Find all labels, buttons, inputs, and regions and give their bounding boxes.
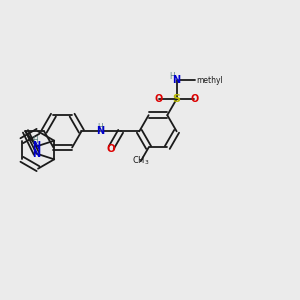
Text: N: N	[96, 126, 104, 136]
Text: O: O	[106, 144, 116, 154]
Text: N: N	[32, 141, 40, 151]
Text: CH$_3$: CH$_3$	[132, 155, 149, 167]
Text: H: H	[169, 72, 175, 81]
Text: H: H	[97, 123, 103, 132]
Text: methyl: methyl	[196, 76, 223, 85]
Text: O: O	[190, 94, 199, 104]
Text: S: S	[172, 94, 181, 104]
Text: O: O	[154, 94, 163, 104]
Text: N: N	[172, 75, 181, 85]
Text: H: H	[33, 136, 38, 145]
Text: N: N	[32, 149, 40, 159]
